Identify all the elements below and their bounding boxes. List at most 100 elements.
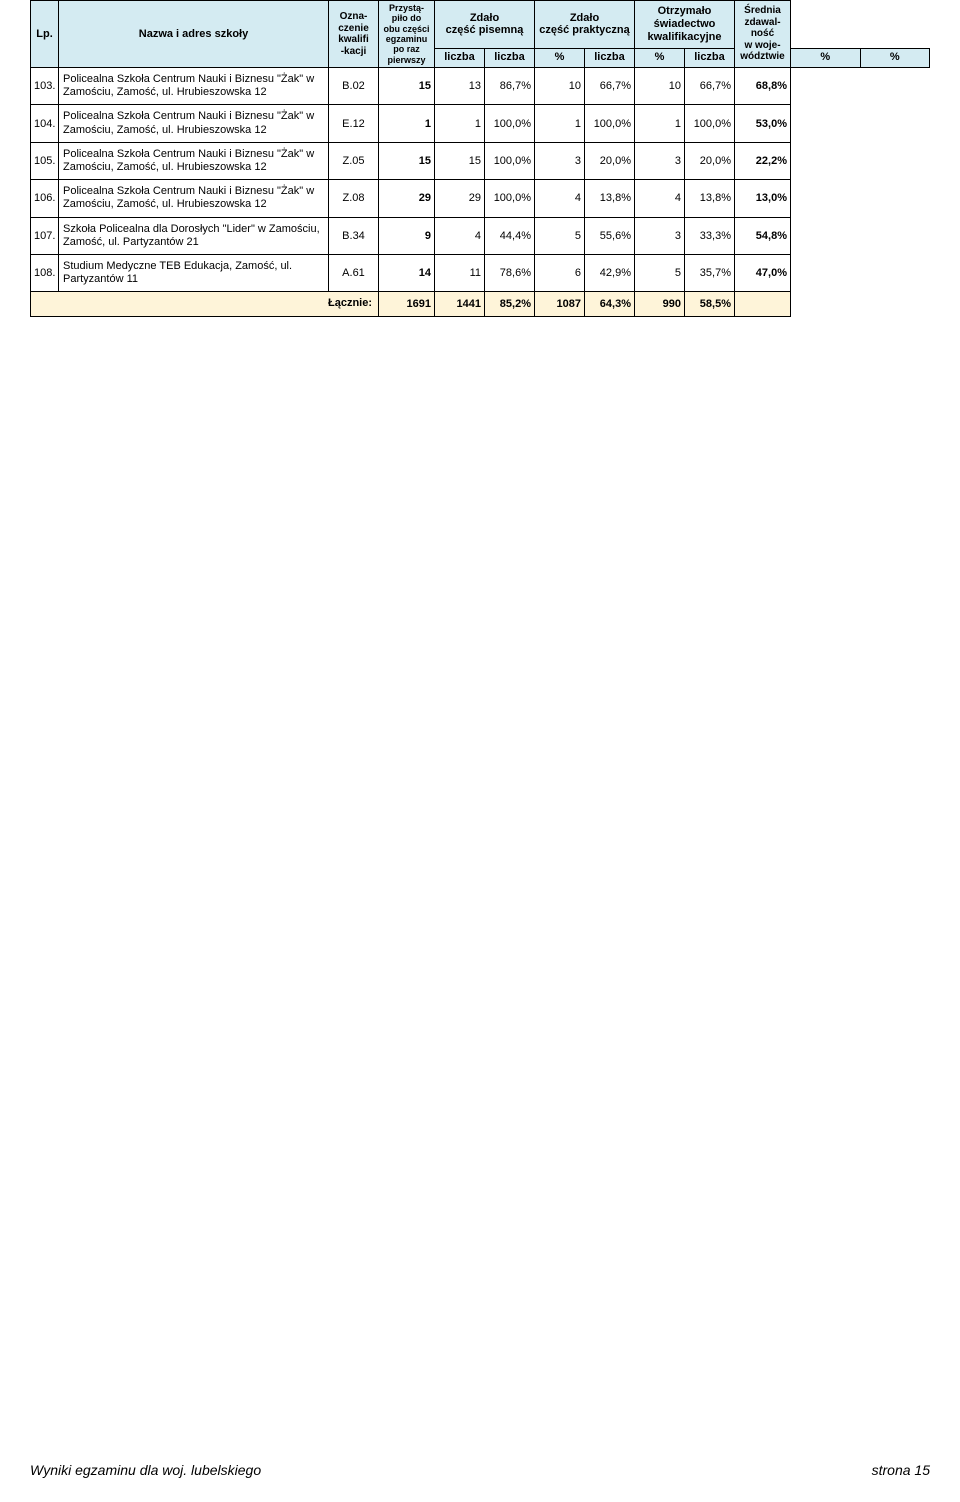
- col-avg: Średniazdawal-nośćw woje-wództwie: [735, 1, 791, 68]
- cell-pl: 4: [435, 217, 485, 254]
- sub-pct-1: %: [535, 48, 585, 68]
- page-footer: Wyniki egzaminu dla woj. lubelskiego str…: [30, 1462, 930, 1478]
- cell-prl: 6: [535, 254, 585, 291]
- cell-pl: 1: [435, 105, 485, 142]
- col-pisemna: Zdałoczęść pisemną: [435, 1, 535, 49]
- cell-pp: 100,0%: [485, 180, 535, 217]
- total-label: Łącznie:: [31, 292, 379, 316]
- cell-name: Studium Medyczne TEB Edukacja, Zamość, u…: [59, 254, 329, 291]
- cell-name: Policealna Szkoła Centrum Nauki i Biznes…: [59, 142, 329, 179]
- cell-ozn: A.61: [329, 254, 379, 291]
- cell-lp: 108.: [31, 254, 59, 291]
- cell-pp: 78,6%: [485, 254, 535, 291]
- cell-sl: 10: [635, 68, 685, 105]
- cell-ozn: Z.08: [329, 180, 379, 217]
- cell-prl: 3: [535, 142, 585, 179]
- cell-przy: 15: [379, 142, 435, 179]
- sub-liczba-2: liczba: [485, 48, 535, 68]
- sub-liczba-3: liczba: [585, 48, 635, 68]
- total-sp: 58,5%: [685, 292, 735, 316]
- cell-sp: 100,0%: [685, 105, 735, 142]
- cell-avg: 53,0%: [735, 105, 791, 142]
- cell-name: Policealna Szkoła Centrum Nauki i Biznes…: [59, 68, 329, 105]
- cell-pp: 100,0%: [485, 142, 535, 179]
- col-swiadectwo: Otrzymałoświadectwokwalifikacyjne: [635, 1, 735, 49]
- table-row: 103.Policealna Szkoła Centrum Nauki i Bi…: [31, 68, 930, 105]
- cell-avg: 22,2%: [735, 142, 791, 179]
- cell-prp: 42,9%: [585, 254, 635, 291]
- cell-sp: 33,3%: [685, 217, 735, 254]
- table-body: 103.Policealna Szkoła Centrum Nauki i Bi…: [31, 68, 930, 316]
- cell-sp: 66,7%: [685, 68, 735, 105]
- cell-lp: 105.: [31, 142, 59, 179]
- cell-name: Policealna Szkoła Centrum Nauki i Biznes…: [59, 180, 329, 217]
- table-header: Lp. Nazwa i adres szkoły Ozna-czeniekwal…: [31, 1, 930, 68]
- cell-przy: 14: [379, 254, 435, 291]
- table-row: 108.Studium Medyczne TEB Edukacja, Zamoś…: [31, 254, 930, 291]
- cell-lp: 106.: [31, 180, 59, 217]
- cell-avg: 47,0%: [735, 254, 791, 291]
- cell-pl: 11: [435, 254, 485, 291]
- cell-pp: 86,7%: [485, 68, 535, 105]
- sub-pct-2: %: [635, 48, 685, 68]
- cell-lp: 103.: [31, 68, 59, 105]
- cell-prp: 66,7%: [585, 68, 635, 105]
- results-table: Lp. Nazwa i adres szkoły Ozna-czeniekwal…: [30, 0, 930, 317]
- cell-avg: 13,0%: [735, 180, 791, 217]
- cell-pl: 29: [435, 180, 485, 217]
- cell-sp: 13,8%: [685, 180, 735, 217]
- cell-prl: 5: [535, 217, 585, 254]
- cell-ozn: Z.05: [329, 142, 379, 179]
- total-pp: 85,2%: [485, 292, 535, 316]
- total-sl: 990: [635, 292, 685, 316]
- cell-prl: 1: [535, 105, 585, 142]
- cell-pl: 13: [435, 68, 485, 105]
- footer-left: Wyniki egzaminu dla woj. lubelskiego: [30, 1462, 261, 1478]
- table-total-row: Łącznie:1691144185,2%108764,3%99058,5%: [31, 292, 930, 316]
- table-row: 104.Policealna Szkoła Centrum Nauki i Bi…: [31, 105, 930, 142]
- cell-sl: 5: [635, 254, 685, 291]
- cell-sp: 35,7%: [685, 254, 735, 291]
- col-lp: Lp.: [31, 1, 59, 68]
- col-ozn: Ozna-czeniekwalifi-kacji: [329, 1, 379, 68]
- cell-ozn: B.34: [329, 217, 379, 254]
- cell-prp: 20,0%: [585, 142, 635, 179]
- sub-liczba-4: liczba: [685, 48, 735, 68]
- cell-przy: 1: [379, 105, 435, 142]
- total-przy: 1691: [379, 292, 435, 316]
- col-praktyczna: Zdałoczęść praktyczną: [535, 1, 635, 49]
- cell-prl: 10: [535, 68, 585, 105]
- cell-avg: 54,8%: [735, 217, 791, 254]
- table-row: 106.Policealna Szkoła Centrum Nauki i Bi…: [31, 180, 930, 217]
- cell-name: Policealna Szkoła Centrum Nauki i Biznes…: [59, 105, 329, 142]
- cell-ozn: B.02: [329, 68, 379, 105]
- cell-prl: 4: [535, 180, 585, 217]
- table-row: 107.Szkoła Policealna dla Dorosłych "Lid…: [31, 217, 930, 254]
- table-row: 105.Policealna Szkoła Centrum Nauki i Bi…: [31, 142, 930, 179]
- cell-prp: 55,6%: [585, 217, 635, 254]
- cell-name: Szkoła Policealna dla Dorosłych "Lider" …: [59, 217, 329, 254]
- footer-right: strona 15: [872, 1462, 930, 1478]
- sub-liczba-1: liczba: [435, 48, 485, 68]
- page-content: Lp. Nazwa i adres szkoły Ozna-czeniekwal…: [0, 0, 960, 317]
- cell-sl: 3: [635, 217, 685, 254]
- cell-avg: 68,8%: [735, 68, 791, 105]
- total-pl: 1441: [435, 292, 485, 316]
- cell-prp: 13,8%: [585, 180, 635, 217]
- cell-lp: 107.: [31, 217, 59, 254]
- cell-ozn: E.12: [329, 105, 379, 142]
- col-name: Nazwa i adres szkoły: [59, 1, 329, 68]
- cell-pp: 44,4%: [485, 217, 535, 254]
- cell-przy: 15: [379, 68, 435, 105]
- cell-przy: 9: [379, 217, 435, 254]
- cell-pp: 100,0%: [485, 105, 535, 142]
- total-prp: 64,3%: [585, 292, 635, 316]
- cell-sl: 1: [635, 105, 685, 142]
- col-przy: Przystą-piło doobu częściegzaminupo razp…: [379, 1, 435, 68]
- cell-prp: 100,0%: [585, 105, 635, 142]
- sub-pct-4: %: [860, 48, 930, 68]
- cell-przy: 29: [379, 180, 435, 217]
- cell-lp: 104.: [31, 105, 59, 142]
- total-avg: [735, 292, 791, 316]
- cell-sp: 20,0%: [685, 142, 735, 179]
